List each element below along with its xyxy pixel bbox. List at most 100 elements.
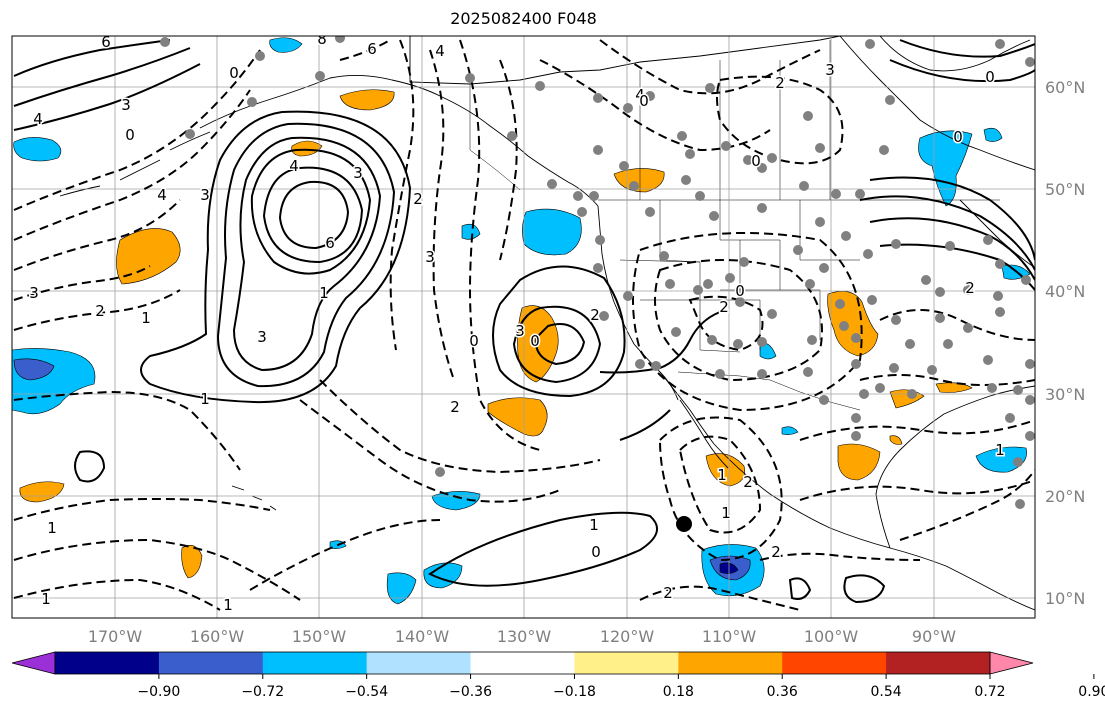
anomaly-blob [339, 89, 395, 111]
colorbar-segment [366, 652, 472, 674]
anomaly-blob [983, 127, 1003, 142]
contour-value-label: 4 [157, 186, 167, 204]
contour-line [678, 435, 762, 534]
colorbar-label: 0.18 [663, 684, 694, 700]
colorbar-label: −0.72 [241, 684, 284, 700]
anomaly-blob [487, 397, 548, 437]
hudson [879, 36, 1031, 72]
contour-line [140, 110, 412, 404]
lon-label: 140°W [395, 627, 450, 646]
lat-label: 20°N [1045, 487, 1085, 506]
anomaly-blob [522, 208, 582, 256]
islands [59, 131, 211, 197]
contour-value-label: 3 [353, 164, 363, 182]
contour-line [859, 374, 1035, 386]
contour-line [799, 419, 1035, 441]
contour-line [716, 75, 844, 165]
colorbar-segment [574, 652, 679, 674]
contour-line [13, 498, 271, 521]
contour-value-label: 2 [771, 543, 781, 561]
anomaly-blob [13, 137, 62, 162]
contour-value-label: 2 [719, 298, 729, 316]
contour-value-label: 2 [95, 302, 105, 320]
contour-line [250, 148, 372, 275]
contour-value-label: 1 [589, 516, 599, 534]
contour-line [13, 265, 151, 301]
colorbar-label: −0.54 [345, 684, 388, 700]
contour-line [599, 311, 721, 441]
lon-label: 120°W [600, 627, 655, 646]
station-markers [160, 36, 1035, 509]
contour-line [389, 39, 415, 351]
colorbar: −0.90 −0.72 −0.54 −0.36 −0.18 0.18 0.36 0.54 0.7… [11, 651, 1105, 700]
lat-label: 40°N [1045, 282, 1085, 301]
contour-line [249, 519, 441, 591]
contour-value-label: 3 [121, 96, 131, 114]
coastline-north [409, 36, 841, 85]
contour-value-label: 0 [469, 332, 479, 350]
colorbar-segment [678, 652, 783, 674]
anomaly-blob [613, 168, 665, 193]
contour-value-label: 2 [450, 398, 460, 416]
anomaly-blob [116, 228, 181, 285]
anomaly-blob [918, 130, 973, 207]
contour-value-label: 1 [141, 309, 151, 327]
contour-value-label: 1 [200, 390, 210, 408]
contour-value-label: 0 [735, 282, 745, 300]
contour-value-label: 1 [223, 596, 233, 614]
contour-value-label: 2 [663, 584, 673, 602]
contour-value-label: 0 [985, 68, 995, 86]
contour-line [278, 180, 350, 250]
anomaly-blob [889, 435, 903, 445]
contour-value-label: 2 [413, 190, 423, 208]
contour-value-label: 6 [367, 40, 377, 58]
anomaly-blob [517, 305, 559, 383]
anomaly-blob [269, 37, 303, 53]
contour-line [13, 390, 241, 471]
contour-value-label: 1 [41, 590, 51, 608]
hawaii [231, 485, 277, 511]
contour-line [843, 574, 886, 604]
contour-value-label: 3 [257, 328, 267, 346]
lat-label: 60°N [1045, 78, 1085, 97]
contour-line [859, 176, 1035, 291]
colorbar-label: 0.72 [974, 684, 1005, 700]
contour-value-label: 1 [717, 466, 727, 484]
contour-value-label: 0 [591, 543, 601, 561]
contour-value-label: 1 [721, 504, 731, 522]
contour-value-label: 1 [47, 519, 57, 537]
colorbar-frame [54, 651, 991, 675]
anomaly-blob [837, 443, 881, 481]
anomaly-blob [975, 446, 1027, 473]
lon-label: 130°W [497, 627, 552, 646]
contour-line [889, 39, 1035, 83]
contour-line [74, 450, 106, 483]
contour-line [788, 577, 812, 600]
coastline-gulf [875, 385, 1035, 549]
contour-value-label: 0 [953, 128, 963, 146]
contour-value-label: 0 [125, 126, 135, 144]
contour-line [232, 136, 382, 372]
graticule [12, 36, 1035, 618]
contour-line [13, 89, 251, 241]
anomaly-blob [461, 223, 481, 240]
colorbar-segment [470, 652, 575, 674]
contour-value-label: 3 [825, 61, 835, 79]
colorbar-extend-high [989, 651, 1034, 675]
state-lines [619, 200, 860, 353]
colorbar-label: 0.36 [767, 684, 798, 700]
border-us-mexico [677, 371, 861, 411]
latitude-labels: 60°N 50°N 40°N 30°N 20°N 10°N [1045, 78, 1085, 608]
shaded-anomalies [12, 37, 1031, 605]
colorbar-label: −0.36 [449, 684, 492, 700]
map-title: 2025082400 F048 [450, 9, 597, 28]
contour-line [339, 39, 391, 61]
contour-value-label: 6 [101, 33, 111, 51]
anomaly-blob [386, 572, 417, 605]
contour-line [216, 122, 396, 388]
anomaly-blob [781, 426, 799, 435]
contour-line [428, 511, 659, 587]
contour-line [13, 39, 201, 131]
